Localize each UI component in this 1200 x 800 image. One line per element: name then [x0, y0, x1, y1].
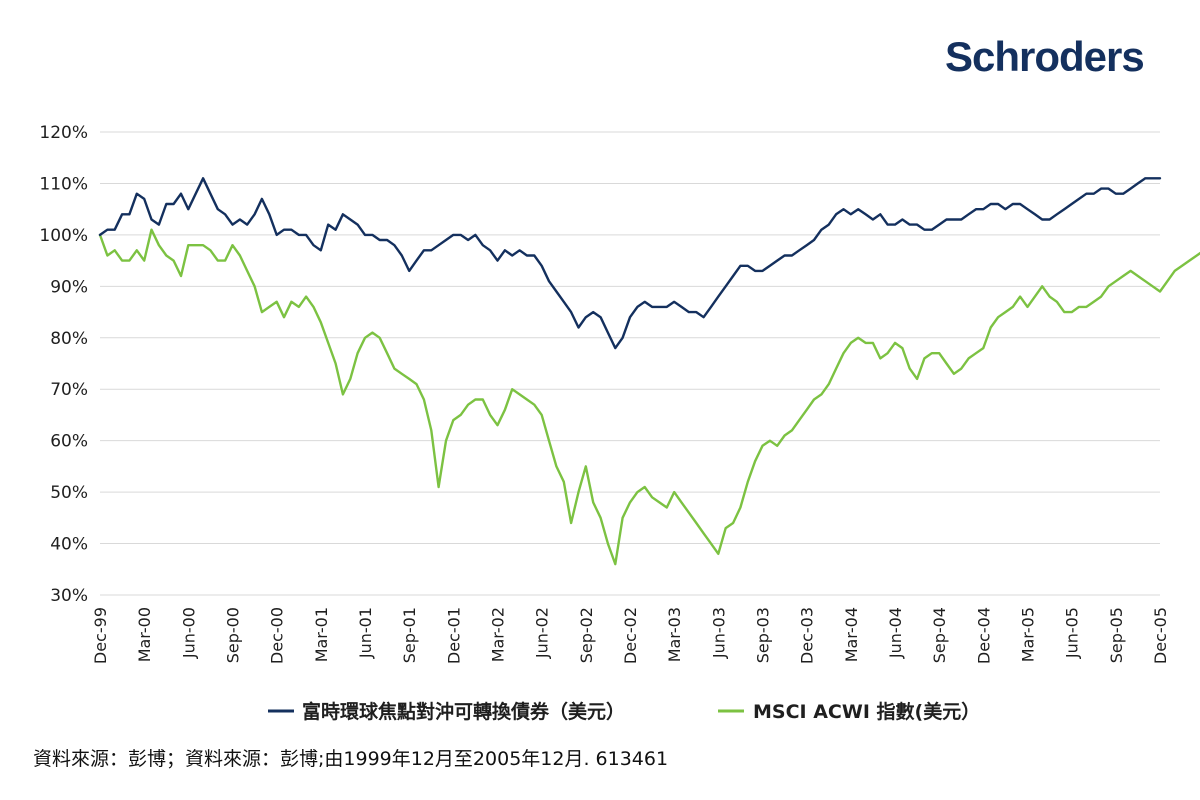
series-lines [98, 177, 1200, 566]
x-tick-label: Jun-04 [886, 607, 905, 659]
legend-label-convertible-bond: 富時環球焦點對沖可轉換債券（美元） [302, 700, 625, 723]
x-tick-label: Dec-03 [798, 607, 817, 664]
x-tick-label: Sep-02 [577, 607, 596, 663]
y-tick-label: 60% [50, 432, 88, 452]
x-tick-label: Jun-01 [356, 607, 375, 659]
x-tick-label: Jun-02 [533, 607, 552, 659]
y-tick-label: 70% [50, 380, 88, 400]
y-tick-label: 120% [39, 123, 88, 143]
x-tick-label: Mar-05 [1019, 607, 1038, 662]
x-tick-label: Sep-03 [754, 607, 773, 663]
x-tick-label: Dec-05 [1151, 607, 1170, 664]
schroders-logo: Schroders [945, 33, 1145, 80]
x-tick-label: Jun-03 [709, 607, 728, 659]
line-chart: 30% 40% 50% 60% 70% 80% 90% 100% 110% 120% Dec-99… [39, 123, 1200, 723]
x-tick-label: Jun-05 [1063, 607, 1082, 659]
x-tick-label: Mar-02 [489, 607, 508, 662]
series-line-convertible-bond [98, 177, 1162, 350]
x-tick-label: Dec-99 [91, 607, 110, 664]
x-tick-label: Dec-04 [974, 607, 993, 664]
legend: 富時環球焦點對沖可轉換債券（美元） MSCI ACWI 指數(美元） [268, 700, 980, 723]
x-tick-label: Dec-02 [621, 607, 640, 664]
x-tick-label: Sep-01 [400, 607, 419, 663]
x-tick-label: Mar-00 [135, 607, 154, 662]
x-tick-label: Jun-00 [179, 607, 198, 659]
y-tick-label: 100% [39, 226, 88, 246]
y-tick-label: 110% [39, 174, 88, 194]
x-tick-label: Mar-03 [665, 607, 684, 662]
x-tick-label: Sep-05 [1107, 607, 1126, 663]
x-tick-label: Dec-00 [268, 607, 287, 664]
y-tick-label: 80% [50, 329, 88, 349]
y-tick-label: 90% [50, 277, 88, 297]
legend-label-msci-acwi: MSCI ACWI 指數(美元） [753, 700, 980, 723]
x-tick-label: Mar-04 [842, 607, 861, 662]
gridlines [100, 131, 1160, 596]
y-tick-label: 40% [50, 535, 88, 555]
x-tick-label: Sep-00 [224, 607, 243, 663]
x-axis-ticks: Dec-99 Mar-00 Jun-00 Sep-00 Dec-00 Mar-01 Jun-… [91, 607, 1170, 664]
x-tick-label: Sep-04 [930, 607, 949, 663]
source-note: 資料來源：彭博；資料來源：彭博;由1999年12月至2005年12月. 6134… [33, 748, 669, 770]
y-tick-label: 30% [50, 586, 88, 606]
x-tick-label: Mar-01 [312, 607, 331, 662]
x-tick-label: Dec-01 [444, 607, 463, 664]
y-tick-label: 50% [50, 483, 88, 503]
y-axis-ticks: 30% 40% 50% 60% 70% 80% 90% 100% 110% 120% [39, 123, 88, 606]
series-line-msci-acwi [98, 228, 1200, 566]
